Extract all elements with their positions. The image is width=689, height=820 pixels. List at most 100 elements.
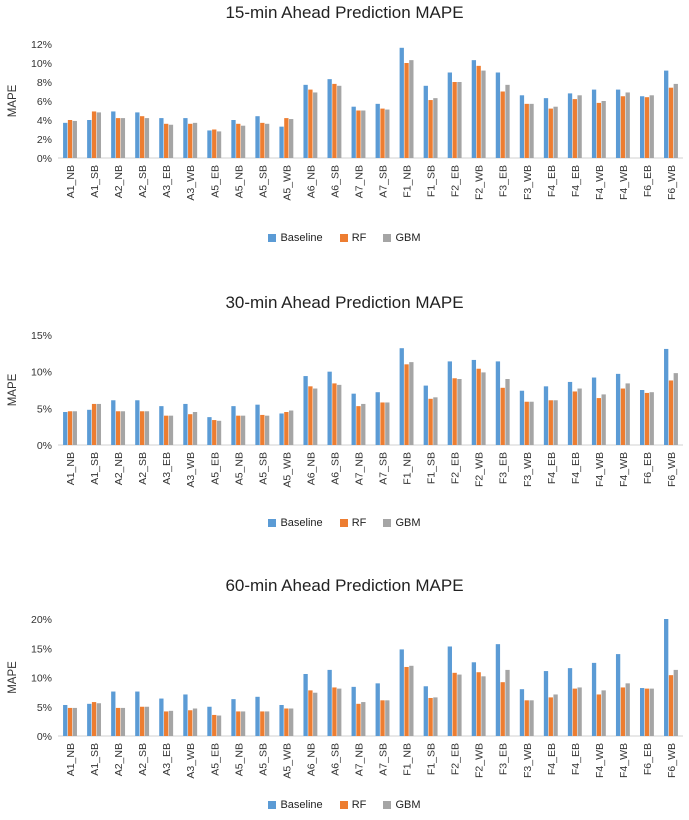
bar-gbm xyxy=(361,702,366,736)
bar-rf xyxy=(164,711,169,736)
x-tick-label: F1_NB xyxy=(402,452,414,485)
bar-baseline xyxy=(543,386,549,445)
bar-baseline xyxy=(567,93,573,158)
bar-gbm xyxy=(240,415,246,445)
bar-gbm xyxy=(264,123,270,158)
bar-rf xyxy=(139,411,145,445)
bar-rf xyxy=(67,411,73,445)
bar-baseline xyxy=(351,393,356,445)
bar-baseline xyxy=(63,122,68,158)
bar-baseline xyxy=(279,704,284,736)
bar-gbm xyxy=(505,84,510,158)
bar-rf xyxy=(452,82,457,158)
x-tick-label: F3_WB xyxy=(522,452,534,487)
bar-baseline xyxy=(159,406,164,445)
bar-rf xyxy=(236,415,241,445)
bar-baseline xyxy=(111,111,116,158)
bar-baseline xyxy=(87,703,92,736)
bar-gbm xyxy=(409,362,414,445)
bar-gbm xyxy=(601,690,606,736)
bar-rf xyxy=(476,368,481,445)
x-tick-label: F2_WB xyxy=(474,452,486,487)
bar-gbm xyxy=(529,700,534,736)
x-tick-label: A3_WB xyxy=(185,165,197,201)
bar-rf xyxy=(524,401,529,445)
bar-rf xyxy=(596,102,602,158)
bar-rf xyxy=(188,123,193,158)
x-tick-label: A2_SB xyxy=(137,743,149,776)
x-tick-label: F1_NB xyxy=(402,743,414,776)
bar-rf xyxy=(596,694,602,736)
y-tick-label: 6% xyxy=(37,96,52,108)
legend-item-gbm: GBM xyxy=(383,517,421,529)
bar-baseline xyxy=(567,381,573,445)
bar-baseline xyxy=(231,699,236,736)
bar-baseline xyxy=(567,668,573,736)
y-tick-label: 12% xyxy=(31,39,52,51)
legend-swatch xyxy=(268,801,277,810)
bar-gbm xyxy=(385,109,390,158)
bar-rf xyxy=(428,100,433,158)
bar-baseline xyxy=(255,696,260,736)
bar-baseline xyxy=(351,106,356,158)
bar-rf xyxy=(332,687,337,736)
x-tick-label: F6_WB xyxy=(666,743,678,778)
bar-baseline xyxy=(399,47,404,158)
x-tick-label: F6_EB xyxy=(642,165,654,197)
legend-item-gbm: GBM xyxy=(383,232,421,244)
bar-rf xyxy=(668,675,674,736)
bar-baseline xyxy=(399,348,404,445)
bar-baseline xyxy=(664,348,669,445)
x-tick-label: A6_SB xyxy=(329,165,341,198)
x-tick-label: A5_SB xyxy=(257,165,269,198)
bar-chart-60min: 0% 5% 10% 15% 20% MAPE A1_NB A1_SB A2_NB A2_SB A3_… xyxy=(7,614,683,779)
bar-baseline xyxy=(327,79,332,158)
bar-baseline xyxy=(351,686,356,736)
bar-baseline xyxy=(543,671,549,736)
x-tick-label: A3_EB xyxy=(161,452,173,485)
chart-panel-15min: 15-min Ahead Prediction MAPE 0% 2% 4% 6% 8% 1… xyxy=(0,0,689,265)
bar-gbm xyxy=(409,60,414,158)
x-tick-label: F3_EB xyxy=(498,452,510,484)
y-tick-label: 5% xyxy=(37,702,52,714)
x-tick-label: A7_NB xyxy=(353,452,365,485)
bar-gbm xyxy=(120,411,126,445)
bar-gbm xyxy=(192,412,198,445)
bar-rf xyxy=(668,87,674,158)
bar-baseline xyxy=(327,669,332,736)
legend-swatch xyxy=(383,519,392,528)
bar-rf xyxy=(524,103,529,158)
bar-baseline xyxy=(255,116,260,158)
x-tick-label: F3_EB xyxy=(498,743,510,775)
bar-gbm xyxy=(577,95,582,158)
y-tick-label: 10% xyxy=(31,367,52,379)
bar-rf xyxy=(572,391,577,445)
bar-gbm xyxy=(505,379,510,445)
legend-swatch xyxy=(268,519,277,528)
bar-gbm xyxy=(289,708,294,736)
bar-gbm xyxy=(216,420,222,445)
chart-panel-60min: 60-min Ahead Prediction MAPE 0% 5% 10% 15% 2… xyxy=(0,571,689,820)
chart-panel-30min: 30-min Ahead Prediction MAPE 0% 5% 10% 15% M… xyxy=(0,287,689,552)
bar-gbm xyxy=(553,400,558,445)
bar-gbm xyxy=(529,103,534,158)
x-tick-label: A7_SB xyxy=(378,743,390,776)
bar-gbm xyxy=(385,700,390,736)
bar-gbm xyxy=(192,122,198,158)
bar-baseline xyxy=(639,96,645,158)
x-tick-label: A6_SB xyxy=(329,743,341,776)
x-tick-label: A5_WB xyxy=(281,452,293,488)
bar-gbm xyxy=(601,394,606,445)
x-tick-label: A1_SB xyxy=(89,743,101,776)
bar-baseline xyxy=(519,689,525,736)
bar-rf xyxy=(212,420,217,445)
legend-item-gbm: GBM xyxy=(383,799,421,811)
bar-rf xyxy=(260,414,265,445)
bar-baseline xyxy=(423,385,428,445)
x-tick-label: F4_EB xyxy=(570,452,582,484)
legend-label: RF xyxy=(351,232,367,244)
x-tick-label: F3_WB xyxy=(522,743,534,778)
x-tick-label: A5_WB xyxy=(281,743,293,779)
bar-rf xyxy=(236,123,241,158)
bar-rf xyxy=(284,412,289,445)
